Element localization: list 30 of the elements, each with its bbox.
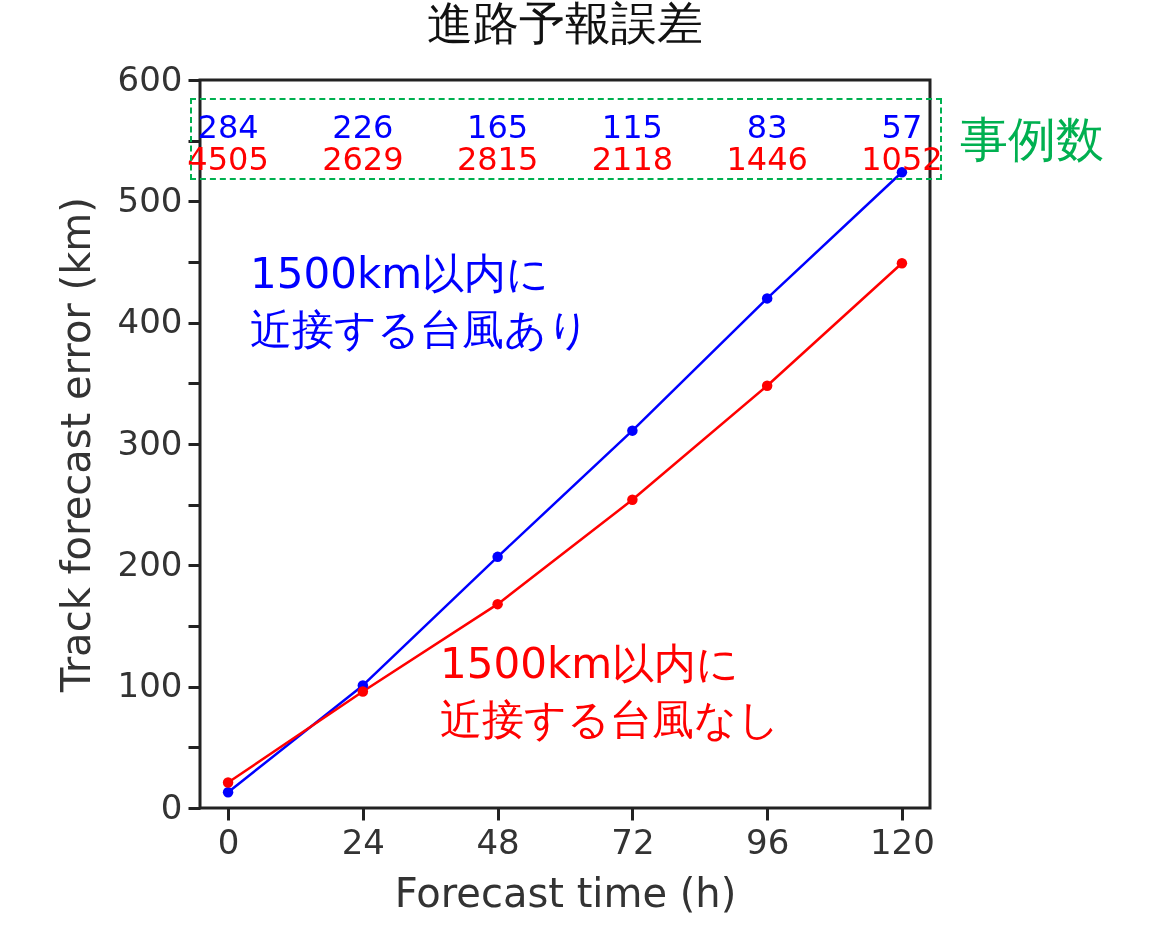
- annotation: 57: [881, 108, 923, 146]
- y-tick-label: 600: [117, 58, 183, 99]
- point: [492, 598, 503, 610]
- chart-title: 進路予報誤差: [427, 0, 703, 50]
- x-tick-label: 24: [341, 821, 385, 862]
- y-tick-label: 400: [117, 301, 183, 342]
- x-tick-label: 96: [746, 821, 790, 862]
- series-label: 1500km以内に近接する台風あり: [250, 249, 590, 354]
- point: [761, 293, 773, 304]
- y-axis-title: Track forecast error (km): [52, 197, 99, 693]
- point: [627, 494, 638, 506]
- y-tick-label: 0: [160, 786, 183, 827]
- x-tick-label: 48: [476, 821, 520, 862]
- point: [761, 380, 773, 391]
- y-tick-label: 100: [117, 665, 183, 706]
- point: [627, 425, 638, 436]
- point: [222, 777, 234, 788]
- y-tick-label: 300: [117, 422, 183, 463]
- y-tick-label: 200: [117, 543, 183, 584]
- text: 事例数: [960, 111, 1104, 167]
- point: [896, 257, 908, 269]
- series-label: 1500km以内に近接する台風なし: [440, 639, 780, 744]
- x-tick-label: 0: [217, 821, 240, 862]
- x-tick-label: 72: [611, 821, 655, 862]
- point: [222, 786, 234, 798]
- x-tick-label: 120: [869, 821, 935, 862]
- point: [357, 686, 369, 697]
- x-axis-title: Forecast time (h): [394, 869, 737, 916]
- point: [492, 551, 503, 563]
- y-tick-label: 500: [117, 179, 183, 220]
